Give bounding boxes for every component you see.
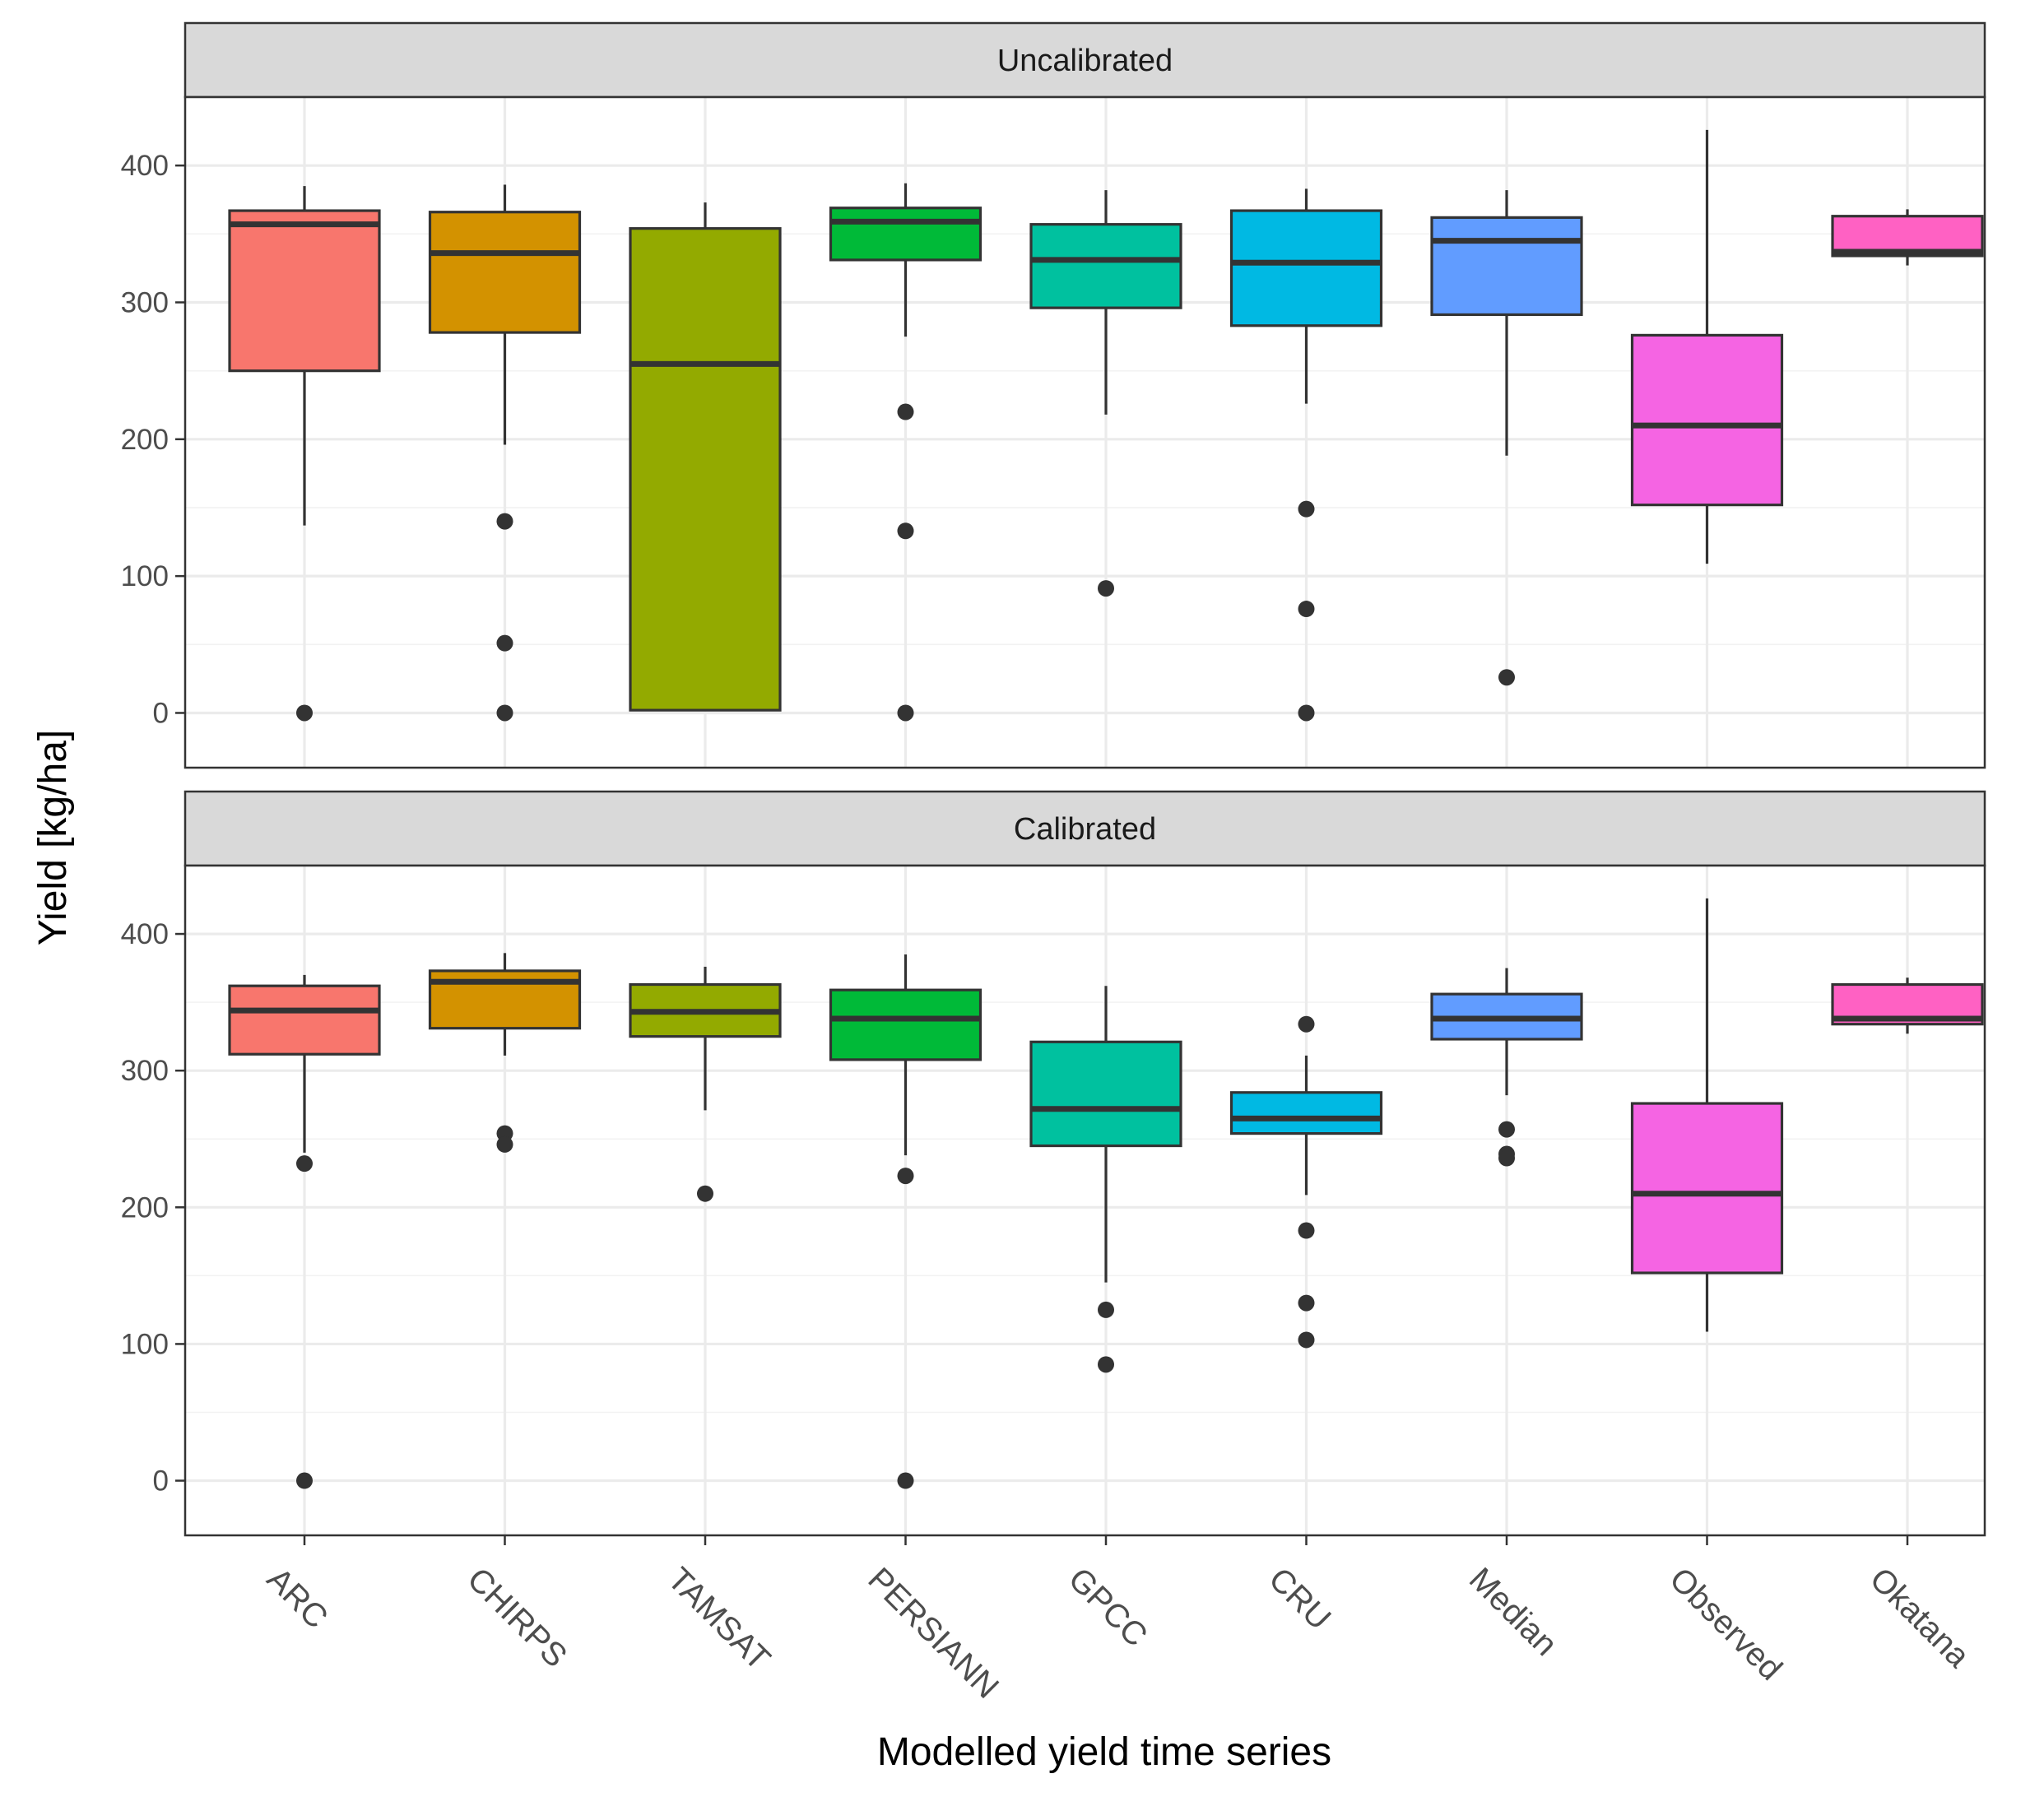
y-axis-calibrated: 0 100 200 300 400 <box>121 918 185 1498</box>
outlier-point <box>1498 1121 1515 1138</box>
box-okatana-calibrated <box>1831 977 1984 1034</box>
outlier-point <box>697 1185 713 1202</box>
y-tick-label: 400 <box>121 918 169 950</box>
box-observed-calibrated <box>1630 898 1784 1332</box>
panels: Uncalibrated 0 100 200 300 400 Calibrated 0 100 2… <box>121 21 1986 1537</box>
iqr-box <box>428 211 582 334</box>
iqr-box <box>1430 216 1583 317</box>
box-tamsat-calibrated <box>629 966 782 1202</box>
iqr-box <box>829 207 983 262</box>
outlier-point <box>296 1472 313 1489</box>
iqr-box <box>1229 209 1383 327</box>
outlier-point <box>1298 1294 1315 1312</box>
iqr-box <box>1029 223 1182 309</box>
iqr-box <box>1630 333 1784 507</box>
iqr-box <box>228 984 381 1056</box>
box-arc-uncalibrated <box>228 186 381 722</box>
outlier-point <box>496 634 513 652</box>
outlier-point <box>897 403 914 420</box>
iqr-box <box>1630 1102 1784 1275</box>
box-gpcc-uncalibrated <box>1029 190 1182 597</box>
strip-title-calibrated: Calibrated <box>1014 812 1156 847</box>
outlier-point <box>1298 500 1315 518</box>
outlier-point <box>496 1135 513 1153</box>
outlier-point <box>1298 704 1315 722</box>
box-gpcc-calibrated <box>1029 986 1182 1373</box>
y-tick-label: 0 <box>153 697 169 729</box>
y-tick-label: 100 <box>121 1328 169 1360</box>
outlier-point <box>1298 1331 1315 1349</box>
iqr-box <box>228 209 381 373</box>
y-tick-label: 0 <box>153 1465 169 1498</box>
outlier-point <box>1098 1356 1114 1373</box>
outlier-point <box>1298 601 1315 618</box>
iqr-box <box>1229 1091 1383 1135</box>
box-chirps-uncalibrated <box>428 184 582 722</box>
y-tick-label: 100 <box>121 560 169 592</box>
outlier-point <box>897 522 914 540</box>
strip-title-uncalibrated: Uncalibrated <box>997 44 1173 78</box>
iqr-box <box>829 988 983 1061</box>
y-tick-label: 300 <box>121 286 169 318</box>
outlier-point <box>496 513 513 530</box>
panel-border <box>183 95 1986 769</box>
outlier-point <box>897 1472 914 1489</box>
panel-calibrated: Calibrated 0 100 200 300 400 <box>121 790 1986 1537</box>
iqr-box <box>1029 1040 1182 1148</box>
outlier-point <box>897 704 914 722</box>
outlier-point <box>1498 1149 1515 1167</box>
y-tick-label: 200 <box>121 1191 169 1224</box>
outlier-point <box>496 704 513 722</box>
outlier-point <box>897 1168 914 1185</box>
box-persiann-uncalibrated <box>829 183 983 722</box>
y-axis-uncalibrated: 0 100 200 300 400 <box>121 150 185 729</box>
y-tick-label: 200 <box>121 424 169 456</box>
y-axis-title: Yield [kg/ha] <box>31 730 75 945</box>
y-tick-label: 300 <box>121 1055 169 1087</box>
panel-uncalibrated: Uncalibrated 0 100 200 300 400 <box>121 21 1986 769</box>
strip-uncalibrated <box>183 21 1986 99</box>
iqr-box <box>629 227 782 712</box>
outlier-point <box>1498 669 1515 686</box>
box-median-calibrated <box>1430 968 1583 1167</box>
outlier-point <box>1098 580 1114 597</box>
outlier-point <box>296 704 313 722</box>
y-tick-label: 400 <box>121 150 169 182</box>
box-arc-calibrated <box>228 974 381 1489</box>
x-axis-title: Modelled yield time series <box>877 1730 1331 1774</box>
box-median-uncalibrated <box>1430 190 1583 686</box>
box-chirps-calibrated <box>428 953 582 1153</box>
outlier-point <box>296 1155 313 1172</box>
outlier-point <box>1098 1301 1114 1318</box>
box-tamsat-uncalibrated <box>629 202 782 712</box>
panel-border <box>183 864 1986 1537</box>
outlier-point <box>1298 1015 1315 1033</box>
box-cru-uncalibrated <box>1229 188 1383 722</box>
box-okatana-uncalibrated <box>1831 209 1984 266</box>
box-persiann-calibrated <box>829 954 983 1489</box>
outlier-point <box>1298 1222 1315 1239</box>
box-cru-calibrated <box>1229 1015 1383 1349</box>
box-observed-uncalibrated <box>1630 129 1784 564</box>
